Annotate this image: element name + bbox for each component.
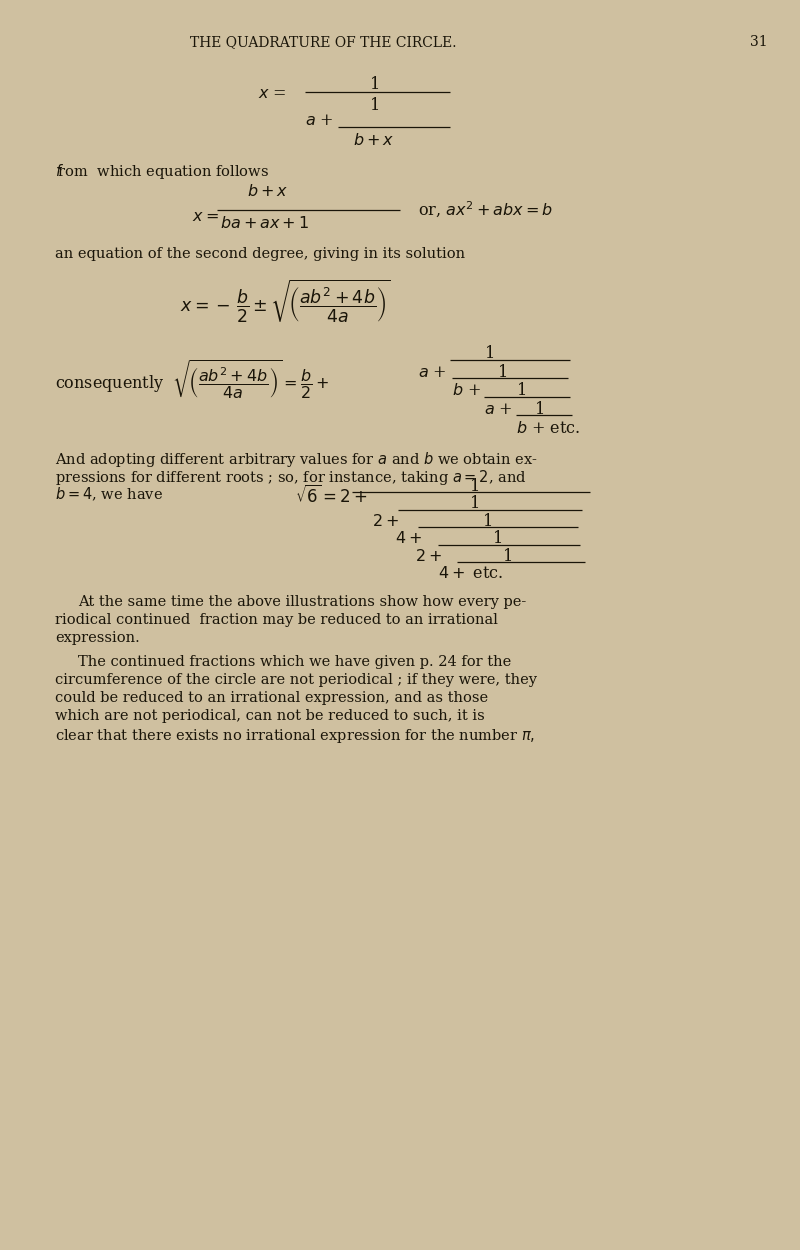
Text: circumference of the circle are not periodical ; if they were, they: circumference of the circle are not peri… — [55, 672, 537, 688]
Text: 1: 1 — [470, 495, 480, 512]
Text: 1: 1 — [498, 364, 508, 381]
Text: $x =$: $x =$ — [192, 208, 218, 225]
Text: clear that there exists no irrational expression for the number $\pi,$: clear that there exists no irrational ex… — [55, 728, 535, 745]
Text: which are not periodical, can not be reduced to such, it is: which are not periodical, can not be red… — [55, 709, 485, 722]
Text: $a$ +: $a$ + — [305, 112, 334, 129]
Text: 1: 1 — [485, 345, 495, 362]
Text: riodical continued  fraction may be reduced to an irrational: riodical continued fraction may be reduc… — [55, 612, 498, 628]
Text: expression.: expression. — [55, 631, 140, 645]
Text: 31: 31 — [750, 35, 768, 49]
Text: 1: 1 — [470, 478, 480, 495]
Text: $b$ +: $b$ + — [452, 382, 481, 399]
Text: 1: 1 — [503, 548, 513, 565]
Text: The continued fractions which we have given p. 24 for the: The continued fractions which we have gi… — [78, 655, 511, 669]
Text: $a$ +: $a$ + — [484, 401, 513, 418]
Text: THE QUADRATURE OF THE CIRCLE.: THE QUADRATURE OF THE CIRCLE. — [190, 35, 457, 49]
Text: At the same time the above illustrations show how every pe-: At the same time the above illustrations… — [78, 595, 526, 609]
Text: $a$ +: $a$ + — [418, 364, 446, 381]
Text: or, $ax^2 + abx = b$: or, $ax^2 + abx = b$ — [418, 200, 553, 220]
Text: 1: 1 — [517, 382, 527, 399]
Text: $b$ + etc.: $b$ + etc. — [516, 420, 580, 437]
Text: $f\!$rom  which equation follows: $f\!$rom which equation follows — [55, 162, 269, 181]
Text: 1: 1 — [370, 98, 380, 114]
Text: 1: 1 — [370, 76, 380, 92]
Text: pressions for different roots ; so, for instance, taking $a = 2$, and: pressions for different roots ; so, for … — [55, 468, 526, 488]
Text: $2 +$: $2 +$ — [372, 512, 399, 530]
Text: $b + x$: $b + x$ — [353, 132, 394, 149]
Text: $2 +$: $2 +$ — [415, 548, 442, 565]
Text: 1: 1 — [535, 401, 545, 418]
Text: consequently  $\sqrt{\!\left(\dfrac{ab^2 + 4b}{4a}\right)} = \dfrac{b}{2} +$: consequently $\sqrt{\!\left(\dfrac{ab^2 … — [55, 357, 330, 401]
Text: $x = -\,\dfrac{b}{2} \pm \sqrt{\!\left(\dfrac{ab^2 + 4b}{4a}\right)}$: $x = -\,\dfrac{b}{2} \pm \sqrt{\!\left(\… — [180, 278, 390, 325]
Text: And adopting different arbitrary values for $a$ and $b$ we obtain ex-: And adopting different arbitrary values … — [55, 450, 538, 469]
Text: 1: 1 — [493, 530, 503, 548]
Text: $x$ =: $x$ = — [258, 85, 286, 102]
Text: an equation of the second degree, giving in its solution: an equation of the second degree, giving… — [55, 248, 465, 261]
Text: $4 +$ etc.: $4 +$ etc. — [438, 565, 503, 582]
Text: $b = 4$, we have: $b = 4$, we have — [55, 486, 163, 504]
Text: $ba + ax + 1$: $ba + ax + 1$ — [220, 215, 310, 232]
Text: could be reduced to an irrational expression, and as those: could be reduced to an irrational expres… — [55, 691, 488, 705]
Text: $4 +$: $4 +$ — [395, 530, 422, 548]
Text: $\sqrt{6} = 2 +$: $\sqrt{6} = 2 +$ — [295, 485, 368, 508]
Text: 1: 1 — [483, 512, 493, 530]
Text: $b + x$: $b + x$ — [247, 182, 289, 200]
